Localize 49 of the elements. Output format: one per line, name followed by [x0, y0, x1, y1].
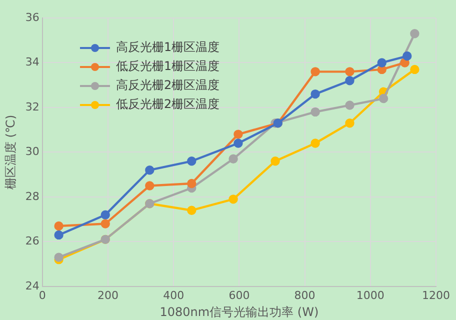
- x-tick-label: 0: [38, 288, 46, 302]
- point: [310, 89, 320, 99]
- y-tick-label: 36: [25, 10, 40, 24]
- point: [345, 67, 354, 76]
- point: [402, 51, 412, 61]
- y-axis-title: 栅区温度 (℃): [3, 114, 18, 190]
- x-tick-label: 200: [98, 288, 118, 302]
- y-tick-label: 28: [25, 190, 40, 203]
- legend-label: 低反光栅1栅区温度: [116, 58, 220, 75]
- point: [228, 154, 238, 164]
- point: [310, 67, 320, 76]
- point: [400, 58, 410, 68]
- y-tick-label: 24: [25, 279, 40, 292]
- x-tick-label: 1200: [422, 288, 450, 302]
- x-tick-label: 600: [228, 288, 250, 302]
- point: [228, 194, 238, 204]
- point: [377, 58, 386, 68]
- legend-label: 高反光栅2栅区温度: [116, 77, 220, 94]
- point: [187, 206, 196, 215]
- y-tick-label: 26: [25, 234, 40, 248]
- point: [410, 64, 420, 74]
- x-tick-label: 1000: [356, 288, 384, 302]
- point: [234, 138, 243, 148]
- x-tick-label: 800: [294, 288, 316, 302]
- point: [54, 221, 64, 231]
- point: [234, 130, 243, 139]
- point: [310, 107, 320, 117]
- point: [54, 230, 64, 240]
- point: [100, 210, 110, 220]
- point: [187, 178, 196, 188]
- point: [345, 76, 354, 86]
- point: [345, 118, 354, 128]
- x-tick-label: 400: [163, 288, 184, 302]
- point: [145, 181, 154, 190]
- point: [187, 156, 196, 166]
- x-axis-title: 1080nm信号光输出功率 (W): [160, 304, 319, 319]
- y-tick-label: 32: [25, 100, 40, 114]
- point: [378, 94, 388, 104]
- legend-label: 低反光栅2栅区温度: [116, 96, 220, 113]
- point: [270, 156, 280, 166]
- point: [345, 100, 354, 110]
- y-tick-label: 30: [25, 145, 40, 158]
- point: [310, 138, 320, 148]
- point: [410, 29, 420, 38]
- point: [145, 165, 154, 175]
- point: [54, 252, 64, 262]
- legend-label: 高反光栅1栅区温度: [116, 39, 220, 56]
- point: [100, 219, 110, 228]
- y-tick-label: 34: [25, 56, 40, 69]
